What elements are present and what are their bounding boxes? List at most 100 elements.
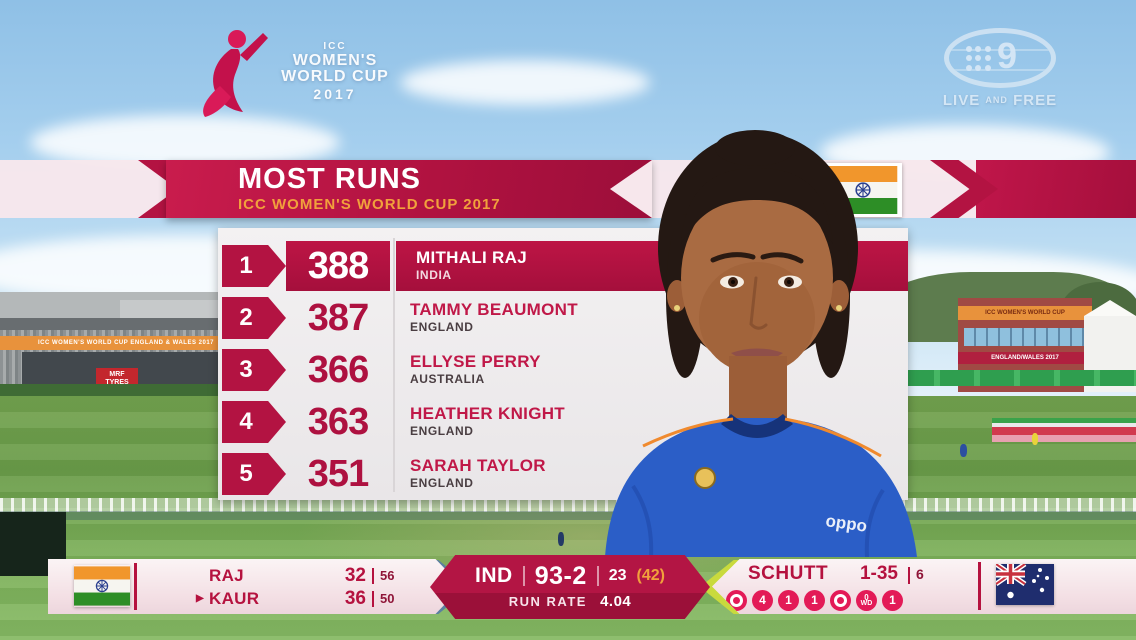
wwc-line2: WORLD CUP	[281, 68, 389, 86]
player-name: TAMMY BEAUMONT	[410, 300, 578, 320]
rank-number: 2	[239, 304, 253, 331]
live-word: LIVE	[942, 92, 981, 109]
bowling-panel: SCHUTT 1-35 6 4 1 1 0 WD 1	[712, 559, 1136, 614]
player-country: ENGLAND	[410, 320, 474, 335]
rank-number: 3	[239, 356, 253, 383]
wwc-icc-line: ICC	[323, 41, 347, 53]
header-title-banner: MOST RUNS ICC WOMEN'S WORLD CUP 2017	[166, 160, 652, 218]
player-info: SARAH TAYLOR ENGLAND	[390, 449, 908, 499]
score-divider	[522, 566, 525, 586]
batter-balls: 56	[380, 568, 395, 583]
balls-remaining: (42)	[636, 567, 665, 584]
free-word: FREE	[1013, 92, 1058, 109]
bowler-figures: 1-35	[859, 563, 898, 584]
wwc-year: 2017	[313, 86, 357, 103]
player-photo: oppo	[605, 130, 917, 557]
rank-badge: 3	[222, 349, 286, 391]
nine-globe-icon: 9	[944, 28, 1056, 88]
runs-value: 387	[307, 296, 369, 339]
ball-dot-icon	[830, 590, 851, 611]
runs-value: 363	[307, 400, 369, 443]
page-subtitle: ICC WOMEN'S WORLD CUP 2017	[238, 196, 501, 213]
wwc-logo: ICC WOMEN'S WORLD CUP 2017	[190, 22, 405, 122]
team-score-hex: IND 93-2 23 (42) RUN RATE 4.04	[430, 555, 710, 619]
flag-divider	[978, 562, 981, 610]
globe-line	[951, 49, 1049, 51]
ground-ad-mat	[992, 418, 1136, 442]
batter-name: RAJ	[209, 565, 244, 585]
globe-line	[951, 69, 1049, 71]
and-word: AND	[985, 95, 1008, 105]
player-info: TAMMY BEAUMONT ENGLAND	[390, 293, 908, 343]
batter-name: KAUR	[209, 588, 260, 608]
nine-dots-icon	[966, 46, 992, 72]
australia-flag-icon	[994, 561, 1054, 605]
grandstand-roof	[0, 318, 252, 330]
bowler-name: SCHUTT	[748, 563, 829, 584]
run-rate-label: RUN RATE	[508, 594, 587, 609]
wide-runs: 0	[864, 592, 869, 602]
player	[558, 532, 564, 546]
team-code: IND	[475, 564, 513, 587]
run-rate-line: RUN RATE 4.04	[430, 593, 710, 610]
player-country: ENGLAND	[410, 424, 474, 439]
run-rate-value: 4.04	[600, 593, 632, 610]
strike-indicator: ▶	[196, 593, 204, 604]
player-country: AUSTRALIA	[410, 372, 485, 387]
wide-label: WD	[860, 599, 873, 607]
live-and-free-text: LIVE AND FREE	[932, 92, 1068, 109]
rank-badge: 5	[222, 453, 286, 495]
runs-value: 351	[307, 452, 369, 495]
header-band-right	[976, 160, 1136, 218]
wwc-line1: WOMEN'S	[292, 51, 378, 69]
pavilion-banner: ICC WOMEN'S WORLD CUP	[958, 306, 1092, 320]
player-name: HEATHER KNIGHT	[410, 404, 565, 424]
runs-value: 388	[286, 241, 390, 291]
batter-row: RAJ 32 56	[196, 564, 414, 587]
player-name: MITHALI RAJ	[416, 248, 527, 268]
cloud	[400, 60, 650, 105]
rank-number: 4	[239, 408, 253, 435]
player-name: SARAH TAYLOR	[410, 456, 546, 476]
figures-overs-divider	[908, 567, 910, 584]
leaderboard-row-5: 5 351 SARAH TAYLOR ENGLAND	[218, 448, 908, 500]
nine-digit: 9	[997, 35, 1018, 76]
player-country: ENGLAND	[410, 476, 474, 491]
marquee-tent	[1084, 300, 1136, 392]
ball-runs-icon: 1	[882, 590, 903, 611]
rank-badge: 2	[222, 297, 286, 339]
player-country: INDIA	[416, 268, 452, 283]
player-info: HEATHER KNIGHT ENGLAND	[390, 397, 908, 447]
overs-value: 23	[608, 567, 627, 584]
rank-badge: 1	[222, 245, 286, 287]
india-flag-icon	[74, 565, 130, 607]
ball-runs-icon: 4	[752, 590, 773, 611]
batter-runs: 36	[344, 587, 366, 609]
batter-row: ▶ KAUR 36 50	[196, 587, 414, 610]
leaderboard-row-2: 2 387 TAMMY BEAUMONT ENGLAND	[218, 292, 908, 344]
score-line: IND 93-2 23 (42)	[430, 562, 710, 590]
rank-badge: 4	[222, 401, 286, 443]
batter-rows: RAJ 32 56 ▶ KAUR 36 50	[196, 564, 414, 610]
picket-fence	[0, 498, 1136, 512]
mrf-text-1: MRF	[109, 371, 125, 378]
boundary-boards	[900, 370, 1136, 386]
runs-balls-divider	[372, 567, 374, 584]
player-info: ELLYSE PERRY AUSTRALIA	[390, 345, 908, 395]
ball-runs-icon: 1	[778, 590, 799, 611]
ball-wide-icon: 0 WD	[856, 590, 877, 611]
rank-number: 5	[239, 460, 253, 487]
leaderboard-row-3: 3 366 ELLYSE PERRY AUSTRALIA	[218, 344, 908, 396]
panel-divider	[393, 238, 395, 492]
team-score: 93-2	[534, 561, 587, 590]
fielder	[1032, 433, 1038, 445]
player-name: ELLYSE PERRY	[410, 352, 541, 372]
batter-balls: 50	[380, 591, 395, 606]
flag-divider	[134, 563, 137, 610]
runs-value: 366	[307, 348, 369, 391]
leaderboard-row-4: 4 363 HEATHER KNIGHT ENGLAND	[218, 396, 908, 448]
pavilion-windows	[964, 328, 1086, 346]
wwc-logo-text: ICC WOMEN'S WORLD CUP 2017	[270, 42, 400, 102]
rank-number: 1	[239, 252, 253, 279]
